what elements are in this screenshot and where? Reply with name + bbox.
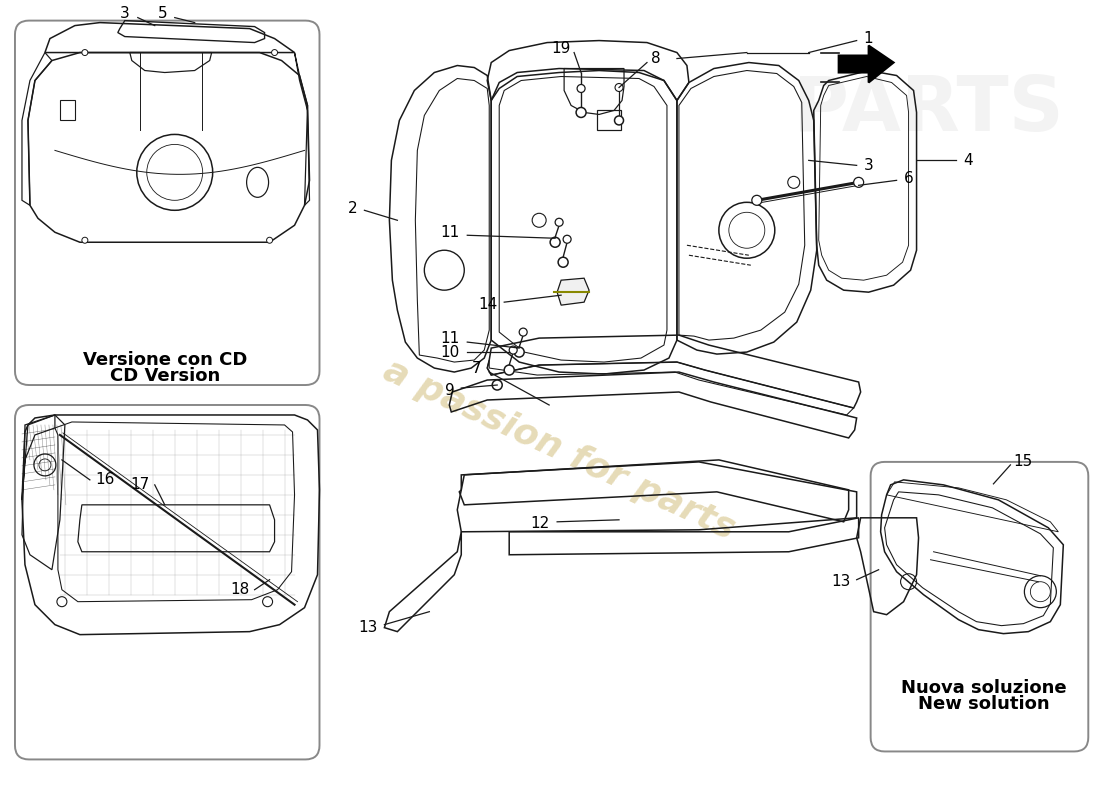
Polygon shape [557, 278, 590, 305]
Text: 11: 11 [440, 330, 460, 346]
Circle shape [263, 597, 273, 606]
Text: 2: 2 [348, 201, 358, 216]
Text: Nuova soluzione: Nuova soluzione [901, 678, 1066, 697]
Text: 5: 5 [158, 6, 167, 21]
Circle shape [266, 238, 273, 243]
Circle shape [81, 238, 88, 243]
Text: 8: 8 [651, 51, 661, 66]
Text: CD Version: CD Version [110, 367, 220, 385]
Circle shape [272, 50, 277, 55]
Text: 16: 16 [95, 472, 114, 487]
Text: 17: 17 [131, 478, 150, 492]
Text: 15: 15 [1013, 454, 1033, 470]
Text: 9: 9 [444, 382, 454, 398]
Text: PARTS: PARTS [793, 74, 1064, 147]
Text: 3: 3 [120, 6, 130, 21]
Circle shape [492, 380, 503, 390]
Text: 14: 14 [478, 297, 497, 312]
Circle shape [615, 116, 624, 125]
Text: a passion for parts: a passion for parts [378, 354, 740, 546]
Circle shape [504, 365, 514, 375]
Circle shape [519, 328, 527, 336]
Text: 7: 7 [472, 361, 481, 375]
Circle shape [751, 195, 762, 206]
Circle shape [615, 83, 623, 91]
FancyBboxPatch shape [15, 405, 319, 759]
Text: 4: 4 [964, 153, 974, 168]
Circle shape [509, 346, 517, 354]
Circle shape [57, 597, 67, 606]
Text: 13: 13 [832, 574, 850, 590]
Text: 13: 13 [358, 620, 377, 635]
Text: 19: 19 [552, 41, 571, 56]
Text: 3: 3 [864, 158, 873, 173]
Circle shape [81, 50, 88, 55]
Text: 6: 6 [903, 171, 913, 186]
Circle shape [578, 85, 585, 93]
Circle shape [854, 178, 864, 187]
Text: 12: 12 [530, 516, 549, 531]
Circle shape [514, 347, 525, 357]
Circle shape [556, 218, 563, 226]
Circle shape [563, 235, 571, 243]
FancyBboxPatch shape [15, 21, 319, 385]
Polygon shape [838, 46, 893, 82]
Text: 1: 1 [864, 31, 873, 46]
FancyBboxPatch shape [870, 462, 1088, 751]
Circle shape [576, 107, 586, 118]
Text: Versione con CD: Versione con CD [82, 351, 246, 369]
Text: 18: 18 [230, 582, 250, 598]
Text: New solution: New solution [917, 694, 1049, 713]
Circle shape [550, 238, 560, 247]
Text: 11: 11 [440, 225, 460, 240]
Circle shape [558, 258, 568, 267]
Text: 10: 10 [440, 345, 460, 359]
